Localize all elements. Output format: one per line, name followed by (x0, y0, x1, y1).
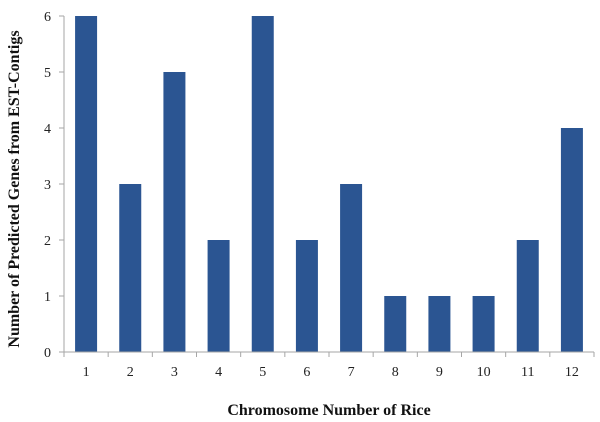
x-tick-label: 3 (171, 365, 178, 380)
bar-chromosome-8 (384, 296, 407, 352)
bar-chromosome-2 (119, 184, 142, 352)
bar-series (75, 16, 583, 352)
bar-chromosome-1 (75, 16, 98, 352)
bar-chromosome-12 (560, 128, 583, 352)
x-tick-label: 1 (83, 365, 90, 380)
y-tick-label: 3 (44, 178, 51, 193)
bar-chromosome-6 (295, 240, 318, 352)
x-tick-label: 7 (348, 365, 355, 380)
y-tick-label: 1 (44, 290, 51, 305)
x-tick-label: 8 (392, 365, 399, 380)
bar-chromosome-3 (163, 72, 186, 352)
y-axis-title: Number of Predicted Genes from EST-Conti… (6, 30, 23, 347)
bar-chromosome-9 (428, 296, 451, 352)
x-tick-label: 2 (127, 365, 134, 380)
bar-chromosome-4 (207, 240, 230, 352)
x-tick-label: 12 (565, 365, 579, 380)
y-tick-label: 5 (44, 66, 51, 81)
x-axis-title: Chromosome Number of Rice (227, 402, 430, 419)
bar-chromosome-10 (472, 296, 495, 352)
y-tick-label: 6 (44, 10, 51, 25)
bar-chromosome-7 (340, 184, 363, 352)
x-tick-label: 9 (436, 365, 443, 380)
x-tick-label: 5 (259, 365, 266, 380)
x-tick-label: 10 (477, 365, 491, 380)
y-tick-label: 0 (44, 346, 51, 361)
x-tick-label: 11 (521, 365, 534, 380)
x-axis-ticks: 1 2 3 4 5 6 7 8 9 10 11 12 (63, 352, 595, 380)
bar-chromosome-5 (251, 16, 274, 352)
y-tick-label: 2 (44, 234, 51, 249)
x-tick-label: 6 (303, 365, 310, 380)
y-axis-ticks: 0 1 2 3 4 5 6 (44, 10, 64, 361)
y-tick-label: 4 (44, 122, 51, 137)
bar-chromosome-11 (516, 240, 539, 352)
x-tick-label: 4 (215, 365, 222, 380)
